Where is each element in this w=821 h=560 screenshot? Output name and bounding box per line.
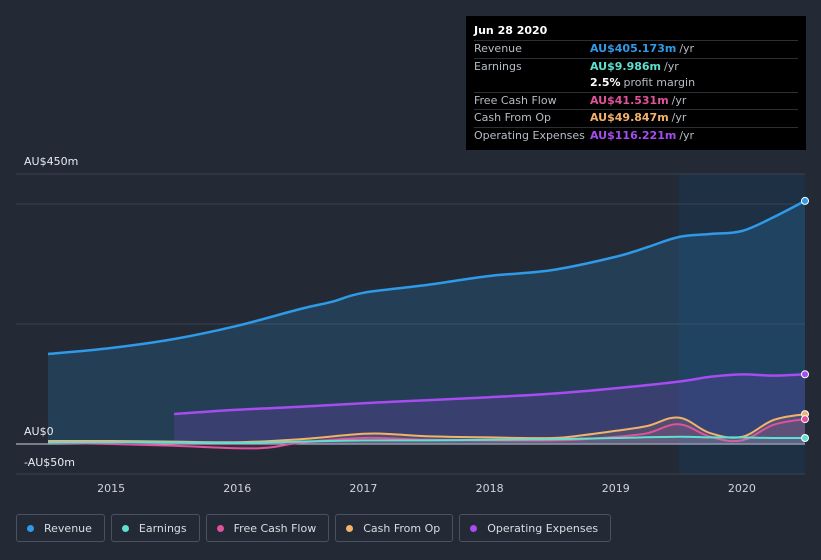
legend-label: Cash From Op — [363, 521, 441, 535]
tooltip-unit: /yr — [671, 93, 687, 107]
tooltip-label: Cash From Op — [474, 111, 552, 124]
series-area-revenue — [48, 200, 805, 444]
series-endpoint-revenue — [801, 196, 809, 205]
tooltip-unit: /yr — [671, 111, 687, 124]
tooltip-unit: /yr — [679, 42, 695, 55]
tooltip-value: AU$41.531m — [590, 93, 669, 107]
legend-dot-icon — [346, 524, 354, 532]
tooltip-value: 2.5% — [590, 76, 621, 89]
series-endpoint-free-cash-flow — [801, 415, 809, 424]
series-line-earnings — [47, 435, 806, 444]
legend-dot-icon — [27, 524, 34, 532]
tooltip-unit: /yr — [664, 59, 679, 73]
legend: Revenue Earnings Free Cash Flow Cash Fro… — [16, 514, 612, 542]
legend-dot-icon — [121, 524, 129, 532]
legend-item-revenue[interactable]: Revenue — [16, 514, 105, 542]
legend-dot-icon — [216, 524, 224, 532]
x-tick-label: 2015 — [97, 482, 125, 495]
legend-dot-icon — [470, 524, 478, 532]
tooltip-label: Earnings — [474, 59, 522, 73]
legend-label: Revenue — [44, 521, 92, 535]
x-tick-label: 2019 — [602, 482, 630, 495]
series-line-operating-expenses — [174, 373, 806, 416]
series-endpoint-operating-expenses — [801, 370, 809, 379]
tooltip-value: AU$49.847m — [590, 111, 669, 124]
legend-item-cash-from-op[interactable]: Cash From Op — [335, 514, 454, 542]
x-tick-label: 2016 — [223, 482, 251, 495]
legend-item-free-cash-flow[interactable]: Free Cash Flow — [205, 514, 330, 542]
x-tick-label: 2017 — [349, 482, 377, 495]
y-axis-top-label: AU$450m — [24, 155, 78, 168]
legend-label: Earnings — [138, 521, 187, 535]
y-axis-bottom-label: -AU$50m — [24, 456, 75, 469]
x-tick-label: 2018 — [476, 482, 504, 495]
legend-item-earnings[interactable]: Earnings — [110, 514, 200, 542]
series-area-free-cash-flow — [48, 419, 805, 449]
tooltip-value: AU$116.221m — [590, 128, 677, 142]
legend-label: Operating Expenses — [487, 521, 599, 535]
series-endpoint-earnings — [801, 434, 809, 443]
tooltip-row-profit-margin: 2.5% profit margin — [474, 75, 798, 92]
tooltip-value: AU$405.173m — [590, 42, 677, 55]
tooltip-value: AU$9.986m — [590, 59, 662, 73]
tooltip-row-earnings: Earnings AU$9.986m /yr — [474, 57, 798, 76]
tooltip-row-cash-from-op: Cash From Op AU$49.847m /yr — [474, 109, 798, 127]
legend-label: Free Cash Flow — [233, 521, 317, 535]
tooltip-label: Free Cash Flow — [474, 93, 557, 107]
x-axis: 2015 2016 2017 2018 2019 2020 — [97, 482, 756, 495]
tooltip-date: Jun 28 2020 — [474, 24, 548, 37]
series-layer — [47, 196, 809, 450]
tooltip-unit: /yr — [679, 128, 695, 142]
legend-item-operating-expenses[interactable]: Operating Expenses — [459, 514, 612, 542]
tooltip-label — [474, 75, 590, 92]
tooltip-unit: profit margin — [623, 76, 696, 89]
tooltip-row-free-cash-flow: Free Cash Flow AU$41.531m /yr — [474, 91, 798, 110]
x-tick-label: 2020 — [728, 482, 756, 495]
data-tooltip: Jun 28 2020 Revenue AU$405.173m /yr Earn… — [466, 16, 806, 150]
tooltip-row-revenue: Revenue AU$405.173m /yr — [474, 40, 798, 58]
series-line-revenue — [47, 199, 806, 356]
tooltip-label: Revenue — [474, 42, 522, 55]
tooltip-label: Operating Expenses — [474, 128, 585, 142]
y-axis-zero-label: AU$0 — [24, 425, 54, 438]
tooltip-row-operating-expenses: Operating Expenses AU$116.221m /yr — [474, 126, 798, 145]
